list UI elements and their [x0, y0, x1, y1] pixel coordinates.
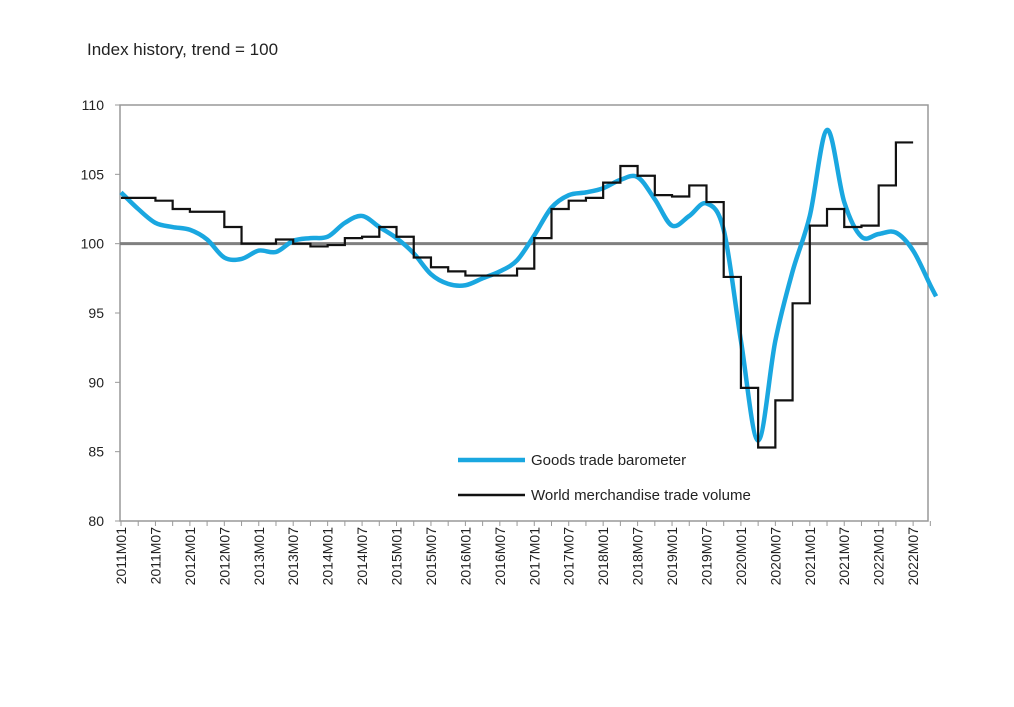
- x-tick-label: 2012M01: [182, 527, 198, 586]
- x-tick-label: 2018M07: [630, 527, 646, 586]
- x-tick-label: 2016M07: [492, 527, 508, 586]
- x-tick-label: 2016M01: [457, 527, 473, 586]
- x-tick-label: 2015M01: [389, 527, 405, 586]
- y-tick-label: 105: [81, 166, 105, 182]
- y-tick-label: 100: [81, 236, 105, 252]
- x-tick-label: 2013M01: [251, 527, 267, 586]
- x-tick-label: 2020M01: [733, 527, 749, 586]
- series-goods-trade-barometer: [119, 127, 939, 443]
- x-tick-label: 2018M01: [595, 527, 611, 586]
- x-tick-label: 2013M07: [285, 527, 301, 586]
- y-tick-label: 80: [88, 513, 104, 529]
- y-tick-label: 95: [88, 305, 104, 321]
- x-tick-label: 2019M01: [664, 527, 680, 586]
- x-tick-label: 2014M01: [320, 527, 336, 586]
- legend-label: Goods trade barometer: [531, 452, 686, 469]
- y-tick-label: 110: [82, 97, 105, 113]
- chart-title: Index history, trend = 100: [87, 40, 279, 59]
- x-tick-label: 2011M07: [147, 527, 163, 585]
- y-tick-label: 90: [88, 374, 104, 390]
- x-tick-label: 2011M01: [113, 527, 129, 585]
- x-tick-label: 2015M07: [423, 527, 439, 586]
- x-tick-label: 2017M01: [526, 527, 542, 586]
- x-tick-label: 2021M01: [802, 527, 818, 586]
- x-tick-label: 2017M07: [561, 527, 577, 586]
- y-tick-label: 85: [88, 444, 104, 460]
- x-tick-label: 2022M07: [905, 527, 921, 586]
- series-world-merchandise-trade-volume: [121, 141, 914, 449]
- legend-label: World merchandise trade volume: [531, 487, 751, 504]
- x-tick-label: 2022M01: [871, 527, 887, 586]
- x-tick-label: 2021M07: [836, 527, 852, 586]
- x-tick-label: 2020M07: [767, 527, 783, 586]
- x-tick-label: 2019M07: [698, 527, 714, 586]
- x-tick-label: 2014M07: [354, 527, 370, 586]
- x-tick-label: 2012M07: [216, 527, 232, 586]
